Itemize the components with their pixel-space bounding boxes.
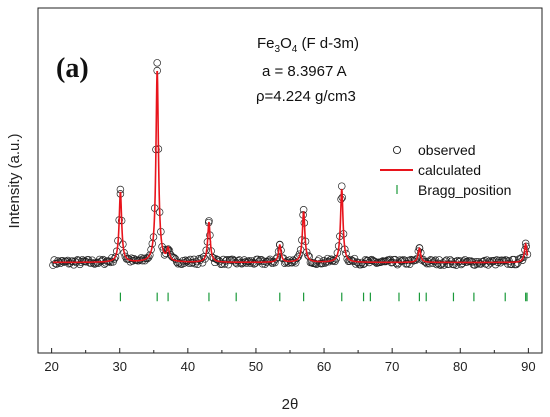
observed-point: [200, 253, 208, 261]
phase-annotation: Fe3O4 (F d-3m): [257, 35, 359, 55]
observed-point: [227, 256, 235, 264]
observed-point: [146, 251, 154, 259]
observed-point: [222, 257, 230, 265]
observed-point: [366, 256, 375, 264]
phase-sub1: 3: [275, 44, 281, 55]
observed-point: [432, 260, 441, 269]
observed-point: [338, 182, 346, 190]
observed-point: [242, 259, 251, 267]
observed-point: [250, 260, 258, 268]
observed-point: [311, 259, 320, 268]
observed-point: [224, 260, 233, 269]
panel-label: (a): [56, 53, 89, 84]
observed-point: [153, 59, 161, 67]
observed-point: [68, 257, 77, 265]
observed-point: [168, 252, 176, 261]
observed-point: [94, 259, 103, 267]
y-axis-title: Intensity (a.u.): [6, 133, 23, 228]
observed-point: [185, 259, 193, 267]
observed-point: [89, 259, 98, 267]
observed-point: [173, 258, 181, 266]
observed-point: [419, 255, 427, 264]
observed-point: [354, 259, 362, 267]
observed-point: [247, 257, 256, 265]
observed-point: [412, 256, 420, 264]
x-tick-label: 70: [385, 359, 399, 374]
observed-point: [70, 261, 78, 269]
observed-point: [434, 259, 442, 268]
observed-point: [220, 260, 229, 268]
observed-point: [223, 256, 231, 264]
plot-frame: [37, 7, 543, 354]
x-tick-label: 50: [249, 359, 263, 374]
observed-point: [293, 254, 301, 262]
observed-point: [246, 259, 255, 267]
observed-point: [78, 256, 87, 264]
legend-observed-label: observed: [418, 142, 476, 158]
x-tick-label: 80: [453, 359, 467, 374]
observed-point: [111, 253, 120, 261]
observed-point: [442, 256, 451, 264]
x-tick-label: 30: [112, 359, 126, 374]
observed-point: [59, 257, 67, 265]
legend: observed calculated Bragg_position: [380, 142, 511, 198]
observed-point: [191, 259, 199, 268]
x-axis-title: 2θ: [282, 396, 299, 413]
observed-point: [271, 258, 279, 267]
phase-suffix: (F d-3m): [297, 35, 359, 52]
observed-point: [130, 254, 138, 263]
observed-point: [364, 256, 372, 265]
observed-point: [272, 255, 280, 263]
observed-point: [273, 253, 282, 262]
bragg-series: [119, 292, 528, 302]
observed-point: [54, 257, 62, 265]
observed-point: [446, 256, 454, 264]
observed-point: [370, 257, 378, 266]
observed-point: [74, 256, 83, 265]
observed-point: [507, 260, 516, 269]
x-tick-label: 60: [317, 359, 331, 374]
x-axis: 20 30 40 50 60 70 80 90: [44, 348, 536, 374]
observed-point: [285, 256, 294, 264]
phase-prefix: Fe: [257, 35, 275, 52]
observed-point: [315, 255, 323, 263]
legend-bragg-label: Bragg_position: [418, 182, 511, 198]
x-tick-label: 40: [181, 359, 195, 374]
phase-sub2: 4: [292, 44, 298, 55]
legend-calculated-label: calculated: [418, 162, 481, 178]
lattice-annotation: a = 8.3967 A: [262, 63, 347, 80]
observed-point: [73, 256, 82, 264]
observed-point: [342, 249, 350, 258]
observed-point: [332, 255, 340, 263]
observed-point: [190, 255, 198, 264]
observed-point: [367, 255, 376, 264]
observed-point: [304, 251, 312, 260]
observed-point: [144, 253, 153, 262]
observed-point: [50, 256, 58, 264]
observed-point: [413, 254, 421, 263]
x-tick-label: 90: [521, 359, 535, 374]
calculated-line: [52, 70, 529, 264]
observed-point: [461, 256, 469, 264]
observed-point: [110, 255, 119, 263]
x-tick-label: 20: [44, 359, 58, 374]
observed-point: [63, 256, 72, 265]
legend-observed-marker: [392, 145, 402, 155]
density-annotation: ρ=4.224 g/cm3: [256, 88, 356, 105]
observed-point: [495, 256, 503, 265]
phase-mid: O: [280, 35, 292, 52]
observed-point: [101, 259, 110, 267]
observed-point: [512, 260, 521, 269]
observed-point: [385, 256, 393, 265]
observed-point: [456, 257, 464, 265]
observed-point: [219, 255, 228, 264]
observed-point: [187, 259, 196, 267]
observed-point: [518, 256, 527, 265]
